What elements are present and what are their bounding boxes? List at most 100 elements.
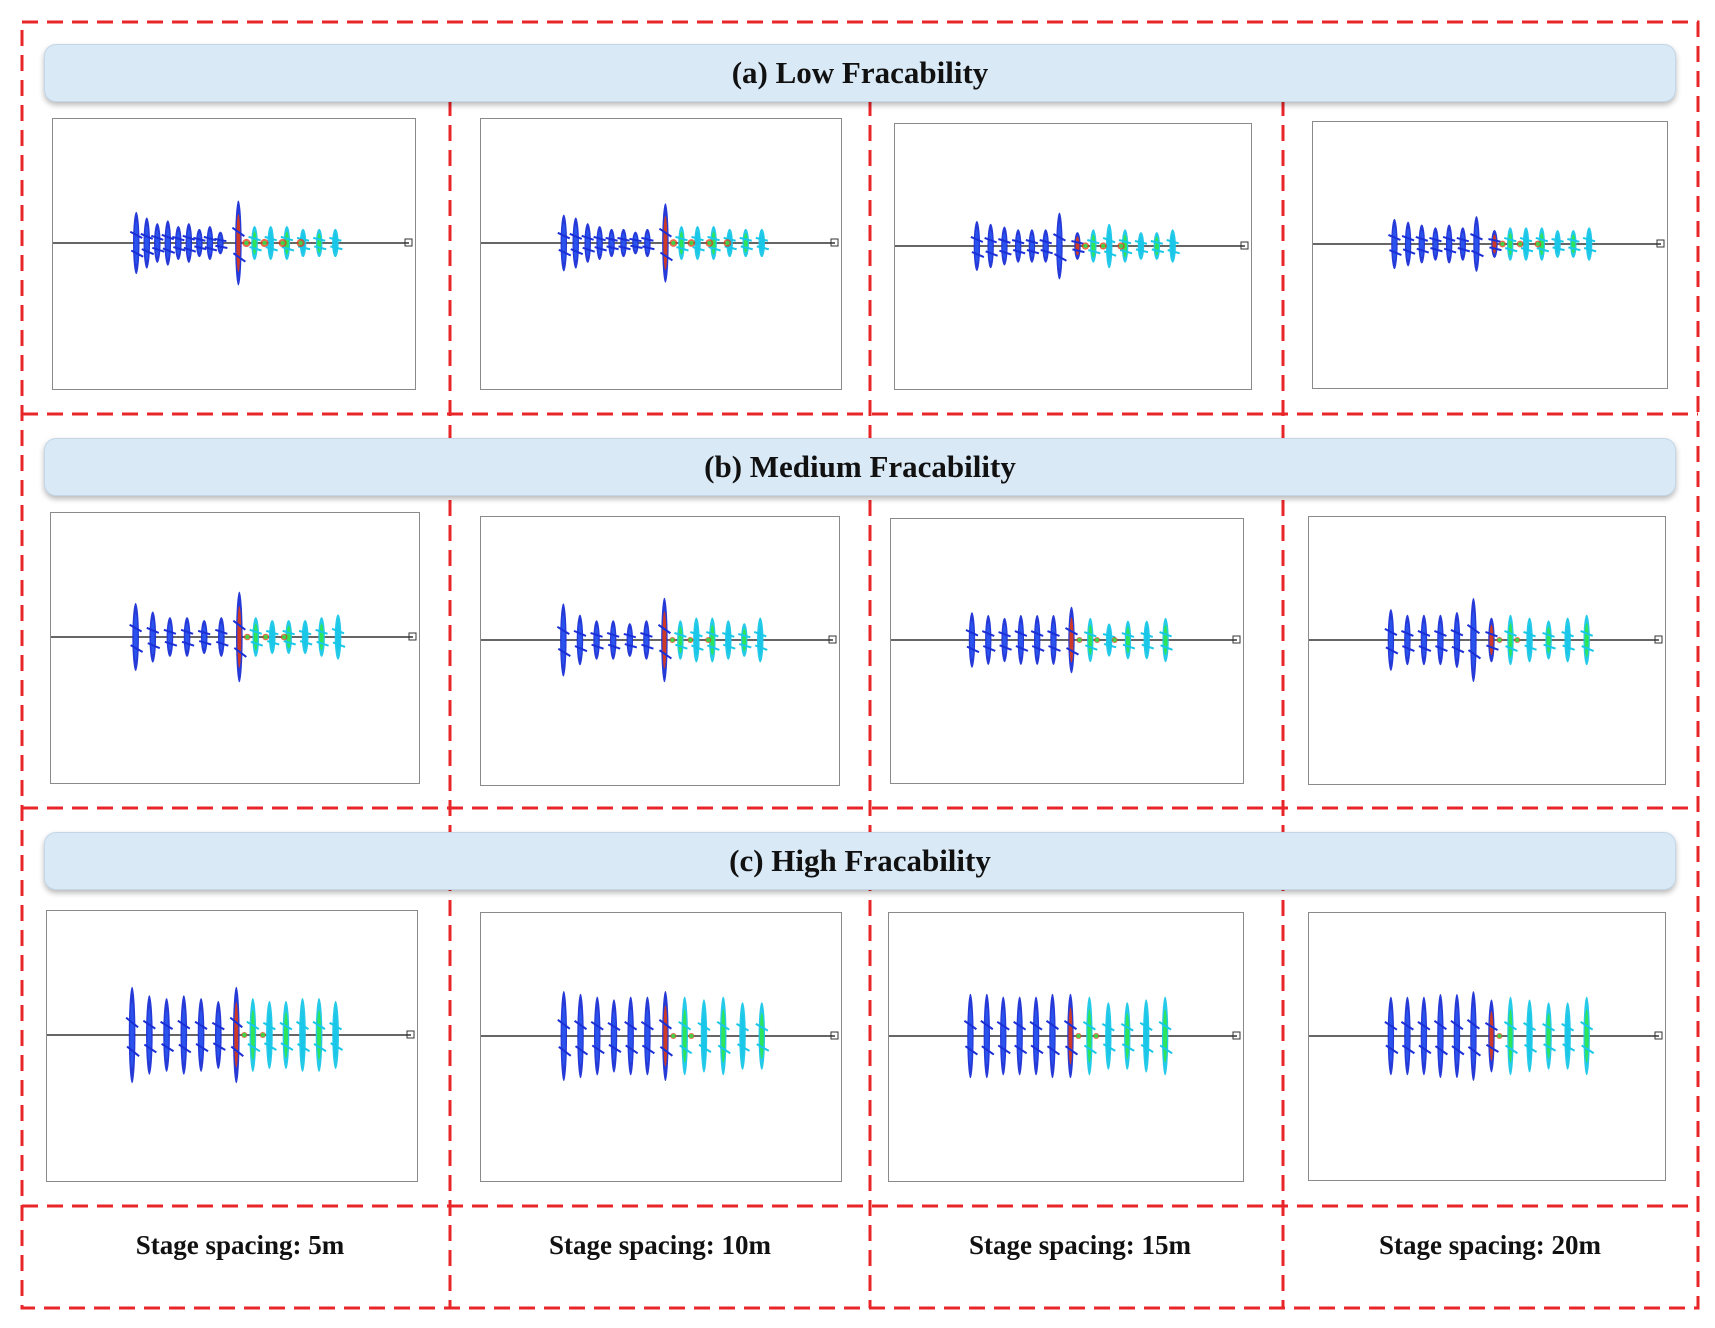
fracture-stage-right <box>674 620 688 660</box>
fracture-stage-left <box>129 211 144 275</box>
fracture-stage-right <box>657 597 672 683</box>
fracture-plot-svg <box>47 986 415 1084</box>
fracture-stage-left <box>569 217 584 269</box>
fracture-stage-left <box>1045 993 1061 1079</box>
fracture-stage-left <box>160 998 175 1072</box>
fracture-stage-right <box>697 999 712 1073</box>
fracture-stage-right <box>264 225 278 261</box>
fracture-stage-right <box>280 225 295 261</box>
fracture-stage-right <box>755 228 770 258</box>
fracture-stage-right <box>1140 620 1155 660</box>
fracture-stage-left <box>1434 614 1448 666</box>
fracture-stage-left <box>1470 216 1484 272</box>
wellbore-toe-marker <box>1654 1031 1663 1040</box>
stress-hotspot-core <box>281 634 287 640</box>
fracture-stage-left <box>605 228 619 258</box>
stress-hotspot-core <box>1076 1033 1081 1039</box>
fracture-stage-left <box>1052 212 1067 280</box>
fracture-stage-left <box>177 995 192 1075</box>
fracture-stage-left <box>573 993 589 1079</box>
fracture-stage-left <box>1401 221 1416 267</box>
fracture-stage-right <box>1535 227 1550 261</box>
fracture-stage-left <box>214 231 228 255</box>
stress-hotspot-core <box>671 240 676 246</box>
fracture-stage-right <box>279 1000 294 1070</box>
fracture-stage-right <box>282 619 296 655</box>
wellbore-toe-marker <box>830 238 839 247</box>
stress-hotspot-core <box>1500 241 1505 247</box>
fracture-stage-right <box>329 1000 344 1070</box>
stress-hotspot-core <box>1518 241 1523 247</box>
fracture-stage-left <box>1025 229 1040 263</box>
stress-hotspot-core <box>689 1033 694 1039</box>
fracture-plot-low-15m <box>894 123 1252 390</box>
fracture-stage-left <box>193 228 207 258</box>
fracture-stage-right <box>1542 1002 1557 1070</box>
fracture-stage-left <box>965 612 980 668</box>
stress-hotspot-core <box>725 240 730 246</box>
fracture-plot-svg <box>481 990 839 1082</box>
wellbore-toe-marker <box>1654 635 1663 644</box>
fracture-stage-right <box>231 200 246 286</box>
fracture-stage-right <box>232 591 247 683</box>
fracture-stage-right <box>248 225 262 261</box>
fracture-stage-right <box>1484 999 1499 1073</box>
fracture-plot-medium-10m <box>480 516 840 786</box>
stress-hotspot-core <box>260 1032 266 1038</box>
fracture-stage-left <box>1030 615 1045 665</box>
fracture-plot-low-5m <box>52 118 416 390</box>
fracture-plot-low-10m <box>480 118 842 390</box>
fracture-stage-left <box>197 619 212 655</box>
fracture-stage-right <box>1102 623 1117 657</box>
fracture-plot-svg <box>53 200 413 286</box>
fracture-stage-right <box>1561 1002 1576 1070</box>
fracture-stage-right <box>755 1002 770 1070</box>
stress-hotspot-core <box>1515 637 1520 643</box>
stress-hotspot-core <box>245 634 250 640</box>
fracture-stage-right <box>1082 996 1097 1076</box>
fracture-stage-left <box>641 228 655 258</box>
fracture-stage-right <box>1503 996 1519 1076</box>
wellbore-toe-marker <box>406 1030 415 1039</box>
wellbore-toe-marker <box>1240 241 1249 250</box>
fracture-stage-left <box>980 993 995 1079</box>
fracture-stage-left <box>1401 614 1415 666</box>
stress-hotspot-core <box>688 637 693 643</box>
fracture-stage-left <box>617 228 631 258</box>
fracture-stage-right <box>1580 614 1595 666</box>
fracture-stage-left <box>161 220 176 266</box>
fracture-stage-left <box>998 226 1012 266</box>
fracture-stage-left <box>125 986 140 1084</box>
fracture-stage-right <box>1064 606 1079 674</box>
wellbore-toe-marker <box>830 1031 839 1040</box>
fracture-stage-right <box>1519 227 1534 261</box>
fracture-plot-medium-5m <box>50 512 420 784</box>
fracture-stage-left <box>629 231 643 255</box>
stress-hotspot-core <box>1101 243 1106 249</box>
stress-hotspot-core <box>1118 243 1124 249</box>
fracture-stage-right <box>658 990 674 1082</box>
row-b-title: (b) Medium Fracability <box>704 449 1016 484</box>
stress-hotspot-core <box>706 637 711 643</box>
fracture-plot-high-15m <box>888 912 1244 1182</box>
fracture-stage-left <box>607 999 622 1073</box>
stress-hotspot-core <box>242 1032 247 1038</box>
fracture-stage-left <box>1013 996 1028 1076</box>
fracture-plot-svg <box>1313 216 1665 272</box>
fracture-stage-left <box>640 996 655 1076</box>
fracture-stage-right <box>736 1002 751 1070</box>
outer-dashed-border <box>20 20 1700 1310</box>
fracture-plot-high-10m <box>480 912 842 1182</box>
fracture-stage-left <box>1466 991 1482 1081</box>
stress-hotspot-core <box>262 240 267 246</box>
fracture-stage-right <box>1120 1002 1135 1070</box>
fracture-stage-left <box>981 615 996 665</box>
fracture-stage-left <box>129 602 144 672</box>
fracture-stage-right <box>229 986 244 1084</box>
fracture-stage-right <box>675 225 689 261</box>
fracture-stage-right <box>246 998 261 1072</box>
fracture-stage-right <box>249 617 264 657</box>
fracture-plot-svg <box>481 203 839 283</box>
fracture-stage-left <box>1429 227 1443 261</box>
fracture-stage-right <box>705 617 720 663</box>
